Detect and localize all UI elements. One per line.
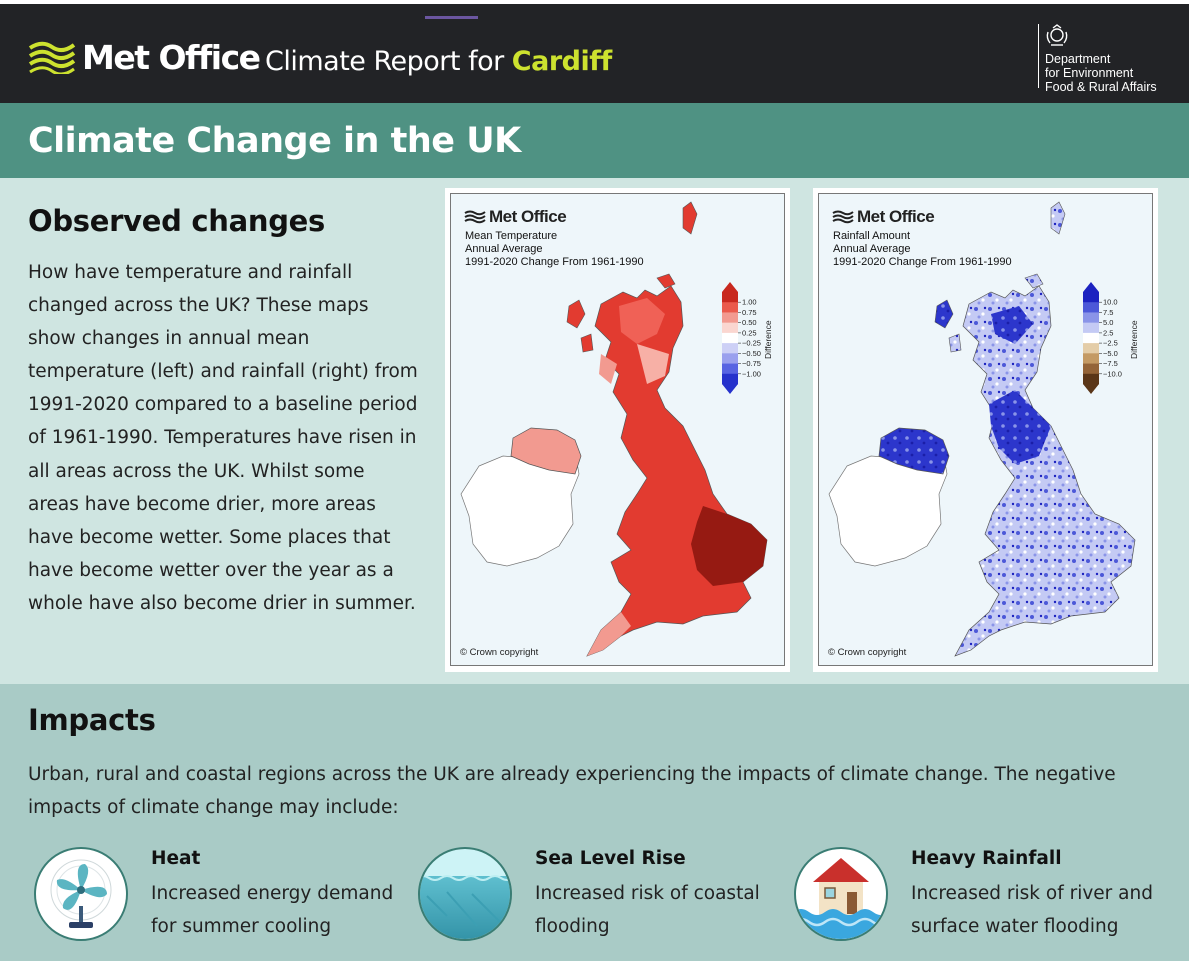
impacts-section: Impacts Urban, rural and coastal regions… [0, 684, 1189, 961]
rainfall-legend: 10.07.55.02.5 −2.5−5.0−7.5−10.0 Differenc… [1083, 282, 1139, 394]
rain-legend-band [1083, 322, 1099, 334]
rain-legend-min-arrow [1083, 384, 1099, 394]
northern-ireland-region [878, 427, 950, 475]
impact-heavy-rainfall-title: Heavy Rainfall [911, 848, 1062, 869]
rain-legend-tick-label: −5.0 [1103, 349, 1118, 358]
temp-legend-band [722, 373, 738, 385]
rain-legend-tick-label: −10.0 [1103, 369, 1122, 378]
temp-legend-tick-label: −0.75 [742, 359, 761, 368]
flooded-house-icon [794, 847, 888, 941]
report-title-prefix: Climate Report for [265, 46, 512, 77]
temperature-map-brand: Met Office [464, 207, 567, 227]
rain-legend-tick-label: 5.0 [1103, 318, 1113, 327]
temp-legend-min-arrow [722, 384, 738, 394]
rain-legend-tick-label: 2.5 [1103, 328, 1113, 337]
tab-indicator [425, 16, 478, 19]
temp-legend-band [722, 343, 738, 354]
rainfall-legend-title: Difference [1129, 320, 1139, 359]
rain-legend-band [1083, 332, 1099, 344]
temp-legend-tick-label: 0.75 [742, 308, 757, 317]
temp-legend-tick-label: −0.25 [742, 339, 761, 348]
defra-line-1: Department [1045, 52, 1111, 66]
met-office-waves-icon [464, 210, 486, 224]
rainfall-map-brand: Met Office [832, 207, 935, 227]
temperature-map: 1.00 0.75 0.50 0.25 −0.25 −0.50 −0.75 −1.00 Dif… [445, 188, 790, 672]
temp-legend-tick-label: 0.25 [742, 328, 757, 337]
impact-heavy-rainfall-description: Increased risk of river and surface wate… [911, 883, 1153, 937]
rainfall-map-line-3: 1991-2020 Change From 1961-1990 [833, 256, 1012, 268]
page-title: Climate Change in the UK [28, 121, 521, 161]
rainfall-map-graphic: 10.07.55.02.5 −2.5−5.0−7.5−10.0 Differenc… [828, 201, 1139, 657]
rain-legend-band [1083, 312, 1099, 323]
rain-legend-band [1083, 302, 1099, 313]
report-title: Climate Report for Cardiff [265, 46, 612, 77]
site-header: Met Office Climate Report for Cardiff De… [0, 4, 1189, 103]
temperature-legend: 1.000.750.500.25 −0.25−0.50−0.75−1.00 Dif… [722, 282, 773, 394]
report-city: Cardiff [511, 46, 612, 77]
impact-heat-description: Increased energy demand for summer cooli… [151, 883, 394, 937]
met-office-waves-icon [832, 210, 854, 224]
northern-ireland-region [510, 427, 582, 475]
temp-legend-band [722, 322, 738, 334]
temp-legend-band [722, 353, 738, 364]
rainfall-map-line-1: Rainfall Amount [833, 230, 911, 242]
rain-legend-tick-label: 10.0 [1103, 298, 1118, 307]
temp-legend-tick-label: 0.50 [742, 318, 757, 327]
defra-line-3: Food & Rural Affairs [1045, 80, 1157, 94]
temp-legend-tick-label: −0.50 [742, 349, 761, 358]
rainfall-map-frame: 10.0 7.5 5.0 2.5 −2.5 −5.0 −7.5 −10.0 Differenc… [818, 193, 1153, 666]
rainfall-map-brand-text: Met Office [857, 207, 935, 226]
sea-wave-icon [418, 847, 512, 941]
temp-legend-band [722, 363, 738, 375]
temp-legend-band [722, 312, 738, 323]
temp-legend-band [722, 332, 738, 344]
observed-changes-text: How have temperature and rainfall change… [28, 262, 418, 614]
impact-sea-level-title: Sea Level Rise [535, 848, 686, 869]
rain-legend-tick-label: −7.5 [1103, 359, 1118, 368]
rain-legend-tick-label: 7.5 [1103, 308, 1113, 317]
temp-legend-band [722, 292, 738, 303]
temp-legend-band [722, 302, 738, 313]
met-office-logo[interactable]: Met Office [28, 37, 261, 77]
temperature-map-frame: 1.00 0.75 0.50 0.25 −0.25 −0.50 −0.75 −1.00 Dif… [450, 193, 785, 666]
observed-changes-heading: Observed changes [28, 204, 326, 238]
rain-legend-band [1083, 363, 1099, 375]
brand-name: Met Office [82, 37, 261, 77]
rainfall-map: 10.0 7.5 5.0 2.5 −2.5 −5.0 −7.5 −10.0 Differenc… [813, 188, 1158, 672]
temperature-map-line-1: Mean Temperature [465, 230, 558, 242]
temperature-map-line-2: Annual Average [465, 243, 543, 255]
top-edge [0, 0, 1189, 4]
temperature-map-line-3: 1991-2020 Change From 1961-1990 [465, 256, 644, 268]
defra-line-2: for Environment [1045, 66, 1134, 80]
temperature-legend-title: Difference [763, 320, 773, 359]
temperature-map-copyright: © Crown copyright [460, 647, 539, 658]
rain-legend-band [1083, 292, 1099, 303]
rain-legend-band [1083, 353, 1099, 364]
impact-heat-title: Heat [151, 848, 201, 869]
observed-changes-section: Observed changes How have temperature an… [0, 178, 1189, 684]
section-band: Climate Change in the UK [0, 103, 1189, 178]
defra-logo[interactable]: Department for Environment Food & Rural … [1038, 24, 1157, 94]
impacts-text: Urban, rural and coastal regions across … [28, 764, 1116, 818]
rain-legend-max-arrow [1083, 282, 1099, 292]
rain-legend-band [1083, 373, 1099, 385]
temperature-map-graphic: 1.000.750.500.25 −0.25−0.50−0.75−1.00 Dif… [460, 201, 773, 657]
impact-sea-level-description: Increased risk of coastal flooding [535, 883, 760, 937]
great-britain-landmass [586, 285, 768, 657]
royal-crest-icon [1046, 24, 1068, 46]
rain-legend-tick-label: −2.5 [1103, 339, 1118, 348]
south-east-warm-region [691, 506, 767, 586]
temp-legend-tick-label: −1.00 [742, 369, 761, 378]
rainfall-map-copyright: © Crown copyright [828, 647, 907, 658]
rainfall-map-line-2: Annual Average [833, 243, 911, 255]
great-britain-landmass [954, 285, 1136, 657]
met-office-waves-icon [28, 41, 76, 74]
fan-icon [34, 847, 128, 941]
impacts-heading: Impacts [28, 703, 156, 737]
temp-legend-max-arrow [722, 282, 738, 292]
temp-legend-tick-label: 1.00 [742, 298, 757, 307]
rain-legend-band [1083, 343, 1099, 354]
temperature-map-brand-text: Met Office [489, 207, 567, 226]
